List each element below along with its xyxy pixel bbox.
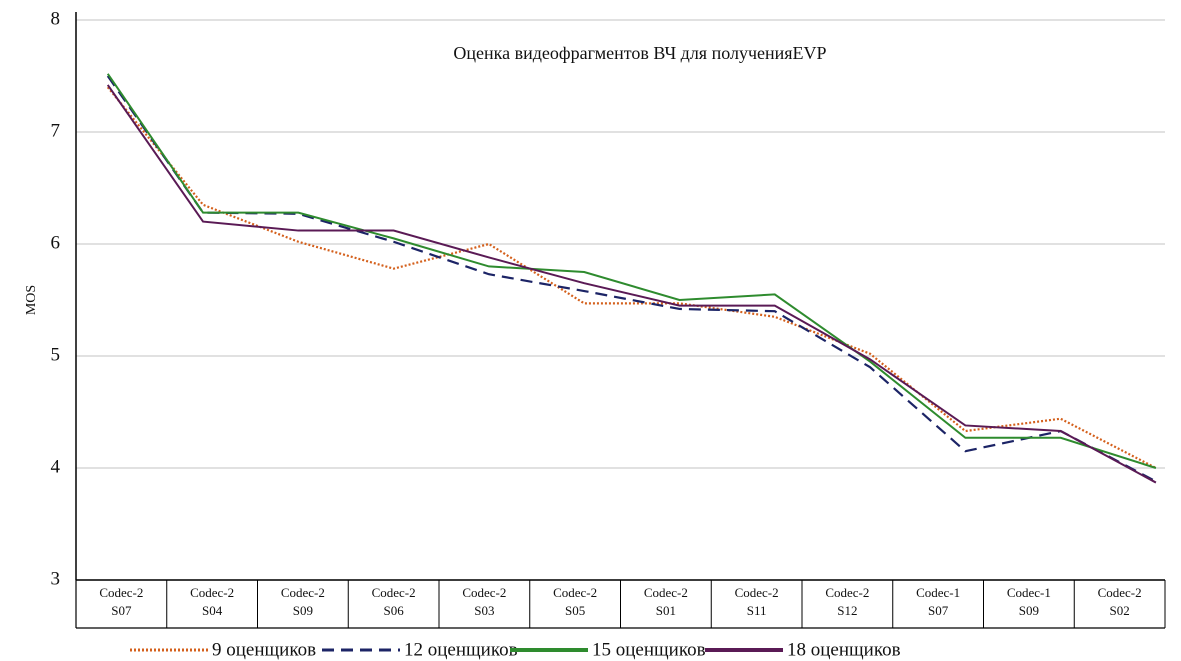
x-tick-label: Codec-2 S06	[372, 585, 416, 618]
x-tick-label: Codec-2 S11	[735, 585, 779, 618]
x-tick-label: Codec-2 S05	[553, 585, 597, 618]
series-line	[106, 75, 1157, 483]
legend-label: 18 оценщиков	[787, 639, 901, 660]
x-tick-label: Codec-2 S12	[825, 585, 869, 618]
legend-label: 9 оценщиков	[212, 639, 316, 660]
series-line	[106, 73, 1157, 469]
x-tick-label: Codec-2 S03	[462, 585, 506, 618]
x-tick-label: Codec-1 S07	[916, 585, 960, 618]
y-axis-label: MOS	[24, 285, 39, 315]
y-tick-label: 8	[51, 8, 61, 29]
x-tick-label: Codec-2 S09	[281, 585, 325, 618]
x-tick-label: Codec-2 S01	[644, 585, 688, 618]
series-line	[106, 86, 1157, 469]
x-tick-label: Codec-2 S07	[99, 585, 143, 618]
x-tick-label: Codec-1 S09	[1007, 585, 1051, 618]
y-tick-label: 6	[51, 232, 61, 253]
legend-label: 12 оценщиков	[404, 639, 518, 660]
series-line	[106, 84, 1157, 484]
x-tick-label: Codec-2 S02	[1098, 585, 1142, 618]
y-tick-label: 3	[51, 568, 61, 589]
x-tick-label: Codec-2 S04	[190, 585, 234, 618]
y-tick-label: 7	[51, 120, 61, 141]
chart-title: Оценка видеофрагментов ВЧ для полученияE…	[453, 43, 826, 63]
y-tick-label: 5	[51, 344, 61, 365]
legend-label: 15 оценщиков	[592, 639, 706, 660]
y-tick-label: 4	[51, 456, 61, 477]
